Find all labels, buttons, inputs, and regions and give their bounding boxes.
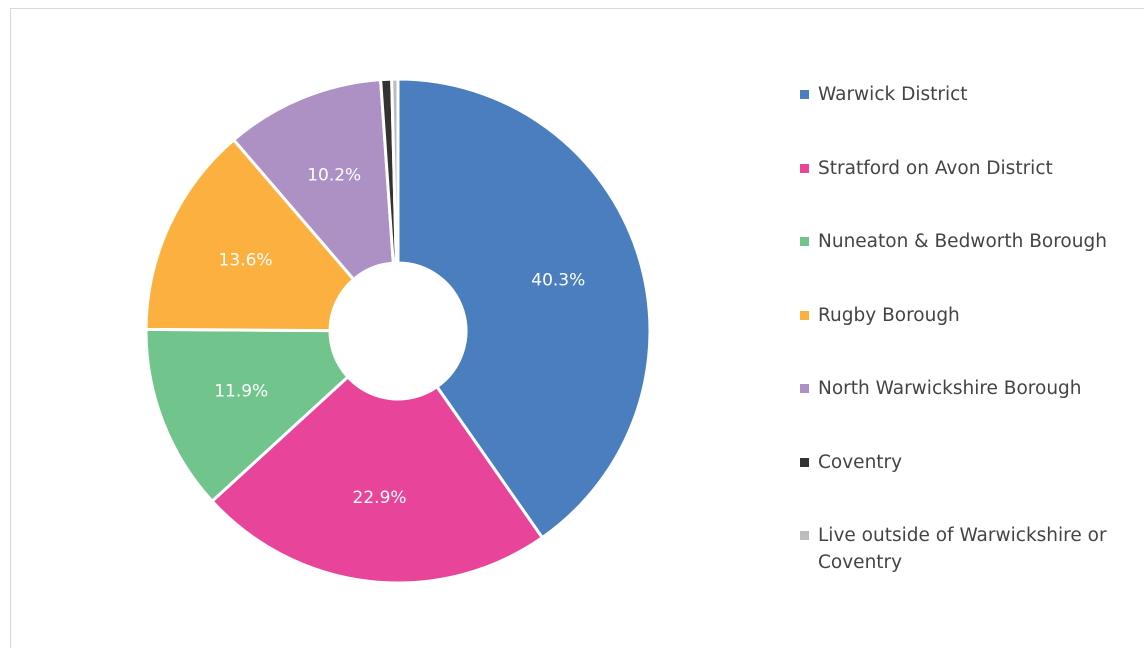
pie-slice [231,78,395,282]
data-label: 40.3% [531,271,585,291]
pie-slice [396,77,652,540]
legend-entry: Coventry [800,449,1130,476]
legend-label: Warwick District [818,84,968,105]
legend-swatch [800,457,809,467]
pie-slice [210,374,545,585]
legend-label: Rugby Borough [818,304,960,326]
legend-swatch [800,90,809,99]
legend-label: Nuneaton & Bedworth Borough [818,231,1107,252]
legend-swatch [800,384,809,393]
legend-swatch [800,237,809,246]
legend-swatch [800,310,809,320]
legend-label: Live outside of Warwickshire or Coventry [818,525,1107,573]
legend-entry: Stratford on Avon District [800,155,1130,182]
legend-swatch [800,531,809,540]
legend-swatch [800,163,809,173]
legend-entry: Live outside of Warwickshire or Coventry [800,522,1130,576]
data-label: 11.9% [214,381,268,401]
pie-slice [390,77,400,265]
legend-entry: Warwick District [800,81,1130,108]
legend-entry: Rugby Borough [800,302,1130,329]
data-label: 13.6% [219,250,273,270]
legend-label: North Warwickshire Borough [818,378,1082,399]
legend-label: Stratford on Avon District [818,157,1053,179]
chart-border [10,8,1144,648]
data-label: 22.9% [353,488,407,508]
legend-label: Coventry [818,451,903,473]
legend-entry: Nuneaton & Bedworth Borough [800,228,1130,255]
pie-slice [144,327,350,504]
pie-slice [144,137,356,333]
data-label: 10.2% [307,166,361,186]
legend-entry: North Warwickshire Borough [800,375,1130,402]
